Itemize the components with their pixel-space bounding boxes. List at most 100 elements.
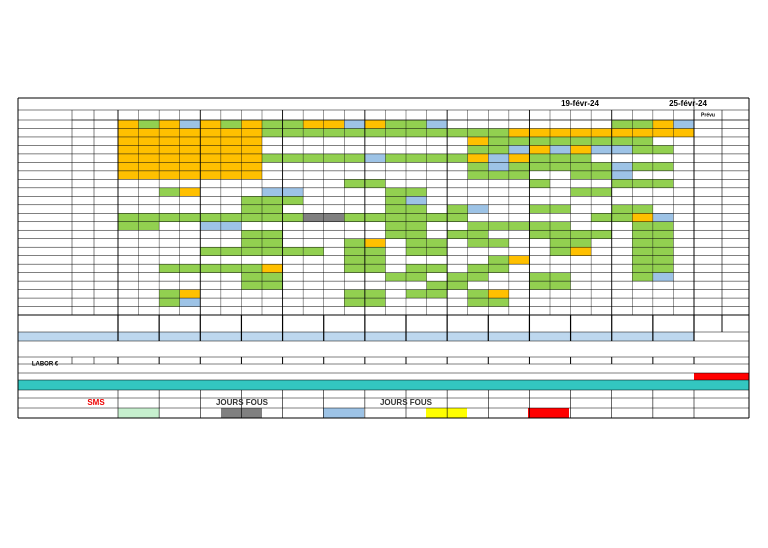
cell (262, 213, 283, 222)
cell (467, 230, 489, 239)
cell (673, 120, 694, 129)
planned-label: Prévu (701, 112, 715, 118)
cell (241, 153, 262, 163)
cell (364, 255, 386, 265)
cell (179, 187, 201, 197)
cell (550, 153, 571, 163)
cell (364, 153, 386, 163)
cell (447, 281, 468, 290)
cell (241, 230, 262, 239)
cell (570, 247, 592, 256)
cell (529, 136, 550, 146)
cell (632, 162, 653, 171)
cell (159, 298, 180, 307)
cell (611, 213, 633, 222)
cell (385, 221, 406, 231)
cell (138, 128, 160, 137)
cell (488, 289, 509, 299)
cell (652, 247, 674, 256)
cell (467, 162, 489, 171)
cell (508, 128, 530, 137)
cell (282, 187, 304, 197)
cell (241, 238, 262, 248)
cell (241, 264, 262, 273)
cell (611, 204, 633, 214)
cell (262, 153, 283, 163)
cell (529, 272, 550, 282)
cell (179, 170, 201, 180)
cell (220, 162, 242, 171)
cell (220, 170, 242, 180)
cell (570, 230, 592, 239)
cell (262, 120, 283, 129)
cell (138, 170, 160, 180)
cell (447, 272, 468, 282)
cell (632, 221, 653, 231)
cell (694, 373, 749, 380)
cell (652, 145, 674, 154)
cell (632, 120, 653, 129)
cell (262, 281, 283, 290)
cell (652, 230, 674, 239)
cell (344, 120, 365, 129)
cell (364, 264, 386, 273)
cell (385, 272, 406, 282)
cell (652, 179, 674, 188)
cell (262, 187, 283, 197)
cell (467, 170, 489, 180)
cell (406, 221, 427, 231)
cell (241, 120, 262, 129)
cell (673, 128, 694, 137)
cell (467, 153, 489, 163)
cell (220, 213, 242, 222)
cell (467, 204, 489, 214)
cell (426, 153, 448, 163)
cell (138, 213, 160, 222)
cell (632, 238, 653, 248)
cell (364, 128, 386, 137)
cell (241, 128, 262, 137)
labor-label: LABOR € (32, 362, 59, 368)
cell (591, 213, 612, 222)
cell (591, 187, 612, 197)
cell (426, 120, 448, 129)
cell (467, 238, 489, 248)
sms-label: SMS (87, 398, 105, 407)
cell (570, 145, 592, 154)
cell (241, 213, 262, 222)
cell (570, 162, 592, 171)
cell (488, 298, 509, 307)
cell (426, 264, 448, 273)
cell (344, 247, 365, 256)
cell (200, 128, 221, 137)
cell (179, 120, 201, 129)
cell (220, 247, 242, 256)
cell (220, 221, 242, 231)
cell (488, 128, 509, 137)
cell (179, 145, 201, 154)
cell (591, 128, 612, 137)
cell (447, 230, 468, 239)
cell (529, 145, 550, 154)
cell (159, 136, 180, 146)
cell (488, 221, 509, 231)
cell (220, 145, 242, 154)
cell (364, 213, 386, 222)
cell (179, 153, 201, 163)
cell (406, 153, 427, 163)
cell (200, 153, 221, 163)
cell (632, 272, 653, 282)
cell (632, 128, 653, 137)
cell (652, 162, 674, 171)
cell (652, 264, 674, 273)
cell (200, 136, 221, 146)
cell (508, 153, 530, 163)
cell (282, 247, 304, 256)
cell (632, 264, 653, 273)
cell (200, 213, 221, 222)
cell (467, 145, 489, 154)
cell (179, 289, 201, 299)
cell (118, 170, 139, 180)
cell (529, 230, 550, 239)
